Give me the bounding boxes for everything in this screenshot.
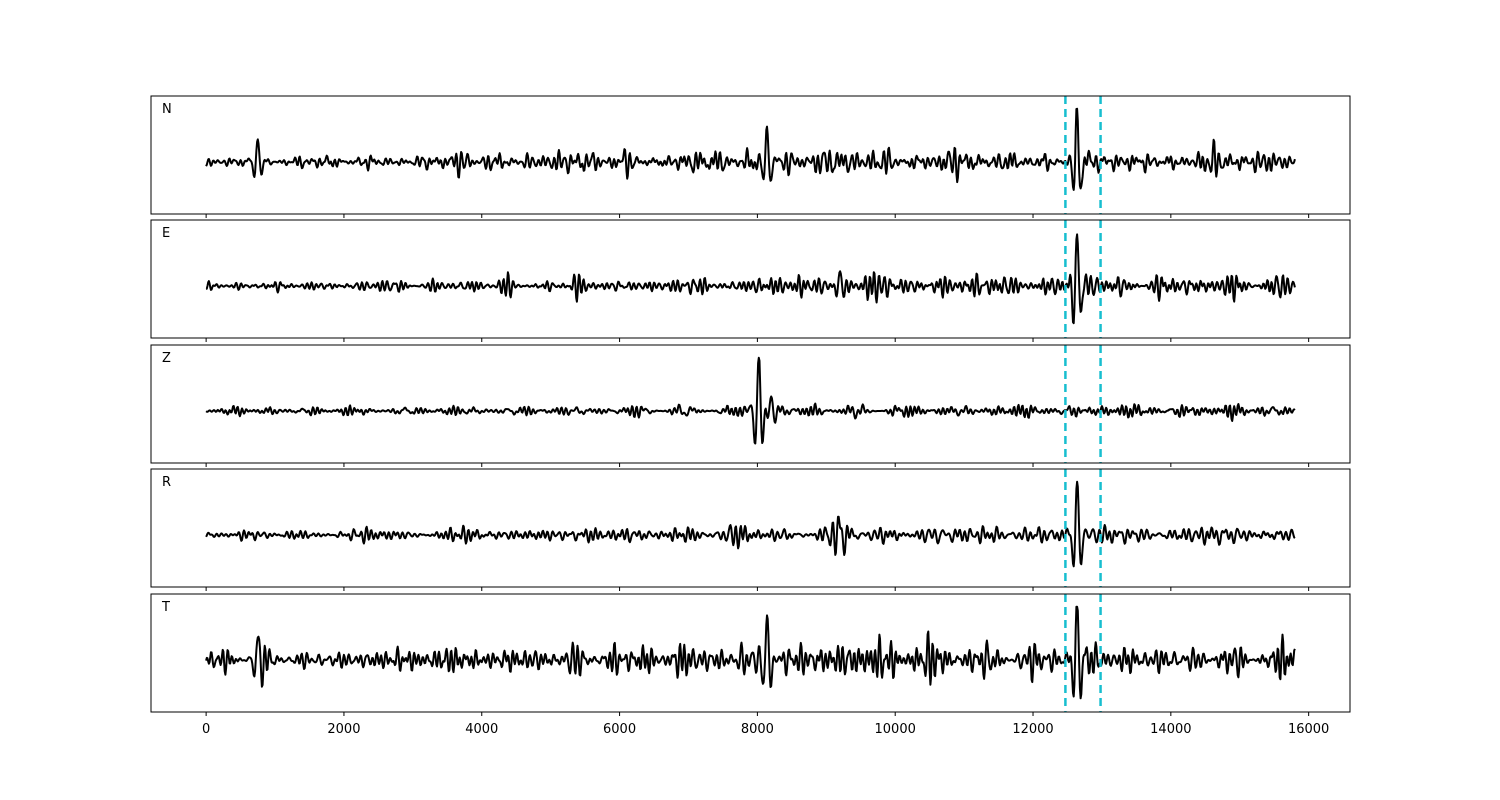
panel-t-trace (205, 605, 1296, 700)
panel-r: R (150, 468, 1351, 591)
x-tick-label: 2000 (327, 722, 360, 737)
x-axis: 0 2000 4000 6000 8000 10000 12000 14000 16000 (202, 722, 1329, 737)
x-tick-label: 0 (202, 722, 210, 737)
panel-e-frame (150, 219, 1351, 339)
panel-n-frame (150, 95, 1351, 215)
panel-e-label: E (162, 226, 170, 241)
panel-t-label: T (161, 600, 170, 615)
panel-n: N (150, 95, 1351, 218)
panel-z-trace (205, 356, 1296, 445)
x-tick-label: 8000 (741, 722, 774, 737)
x-tick-label: 16000 (1288, 722, 1329, 737)
x-tick-label: 4000 (465, 722, 498, 737)
panel-t: T (150, 593, 1351, 716)
panel-r-trace (205, 480, 1296, 568)
panel-z-frame (150, 344, 1351, 464)
panel-r-label: R (162, 475, 171, 490)
panel-r-frame (150, 468, 1351, 588)
panel-n-trace (205, 107, 1296, 191)
x-tick-label: 10000 (875, 722, 916, 737)
x-tick-label: 6000 (603, 722, 636, 737)
x-tick-label: 14000 (1150, 722, 1191, 737)
x-tick-label: 12000 (1012, 722, 1053, 737)
panels: N E Z R T (150, 95, 1351, 716)
panel-e-trace (205, 233, 1296, 325)
panel-z: Z (150, 344, 1351, 467)
panel-e: E (150, 219, 1351, 342)
panel-n-label: N (162, 102, 172, 117)
panel-z-label: Z (162, 351, 171, 366)
panel-t-frame (150, 593, 1351, 713)
